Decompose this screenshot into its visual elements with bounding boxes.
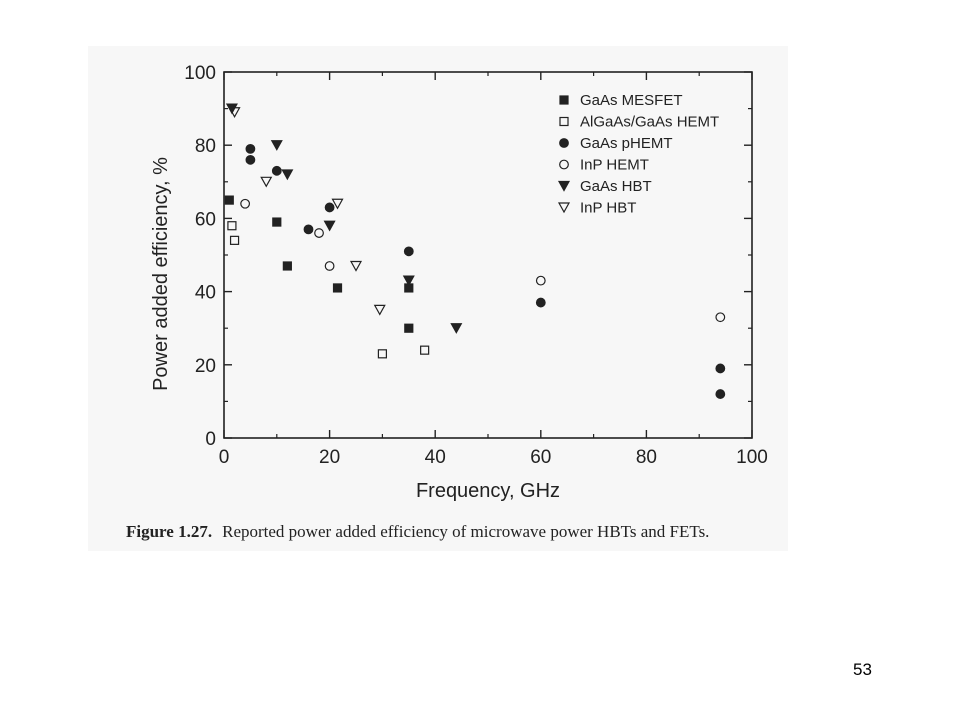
legend-label: AlGaAs/GaAs HEMT — [580, 114, 719, 131]
data-point — [377, 349, 387, 359]
data-point — [324, 202, 335, 213]
data-point — [715, 389, 726, 399]
y-tick-label: 60 — [195, 209, 216, 230]
series-2 — [245, 143, 726, 399]
data-point — [420, 345, 430, 355]
data-point — [245, 154, 256, 165]
y-tick-label: 80 — [195, 136, 216, 157]
scatter-chart: 0 20 40 60 80 100 0 20 40 60 80 100 GaAs MESFET AlGa… — [150, 63, 768, 502]
data-point — [715, 363, 726, 374]
data-point — [271, 165, 282, 176]
data-point — [323, 220, 336, 232]
y-tick-label: 0 — [205, 429, 216, 450]
data-point — [715, 312, 726, 323]
data-point — [224, 195, 234, 205]
data-point — [282, 261, 292, 271]
legend-label: InP HEMT — [580, 157, 649, 174]
legend-label: GaAs MESFET — [580, 92, 683, 109]
y-tick-label: 20 — [195, 356, 216, 377]
data-point — [303, 224, 314, 235]
data-point — [450, 323, 463, 334]
x-tick-label: 40 — [425, 447, 446, 468]
series-4 — [225, 103, 463, 334]
data-point — [314, 228, 324, 238]
data-point — [324, 261, 335, 271]
legend: GaAs MESFET AlGaAs/GaAs HEMT GaAs pHEMT InP… — [557, 92, 719, 217]
legend-marker — [559, 138, 569, 148]
legend-label: GaAs pHEMT — [580, 135, 673, 152]
data-point — [535, 275, 546, 286]
data-point — [240, 198, 251, 209]
data-point — [281, 169, 294, 181]
legend-marker — [559, 116, 569, 127]
y-tick-label: 100 — [184, 63, 216, 84]
legend-marker — [557, 202, 571, 214]
series-5 — [228, 107, 386, 316]
data-point — [403, 246, 414, 257]
data-point — [228, 107, 241, 118]
data-point — [245, 143, 256, 154]
y-axis-title: Power added efficiency, % — [150, 157, 172, 391]
data-point — [402, 275, 415, 287]
legend-marker — [559, 159, 569, 170]
figure-caption: Figure 1.27. Reported power added efficie… — [126, 522, 786, 542]
data-point — [349, 260, 363, 272]
data-point — [270, 140, 283, 151]
y-tick-label: 40 — [195, 283, 216, 304]
data-points — [224, 103, 726, 399]
caption-figure-number: Figure 1.27. — [126, 522, 213, 541]
data-point — [332, 283, 343, 293]
legend-marker — [557, 180, 571, 192]
data-point — [227, 221, 237, 231]
data-point — [260, 176, 273, 188]
page-number: 53 — [853, 660, 872, 679]
data-point — [331, 198, 344, 210]
caption-text: Reported power added efficiency of micro… — [222, 522, 710, 541]
x-tick-label: 0 — [219, 447, 230, 468]
series-1 — [227, 221, 430, 359]
data-point — [373, 304, 386, 316]
data-point — [272, 217, 282, 227]
x-tick-label: 60 — [530, 447, 551, 468]
figure-panel: 0 20 40 60 80 100 0 20 40 60 80 100 GaAs MESFET AlGa… — [88, 46, 788, 551]
x-tick-label: 100 — [736, 447, 768, 468]
x-tick-label: 20 — [319, 447, 340, 468]
data-point — [229, 235, 240, 245]
legend-label: InP HBT — [580, 200, 636, 217]
data-point — [535, 297, 546, 308]
x-axis-title: Frequency, GHz — [416, 480, 560, 502]
ticks: 0 20 40 60 80 100 0 20 40 60 80 100 — [184, 63, 768, 468]
legend-marker — [559, 95, 569, 105]
legend-label: GaAs HBT — [580, 178, 652, 195]
data-point — [404, 323, 414, 333]
series-0 — [224, 195, 414, 333]
x-tick-label: 80 — [636, 447, 657, 468]
series-3 — [240, 198, 726, 323]
